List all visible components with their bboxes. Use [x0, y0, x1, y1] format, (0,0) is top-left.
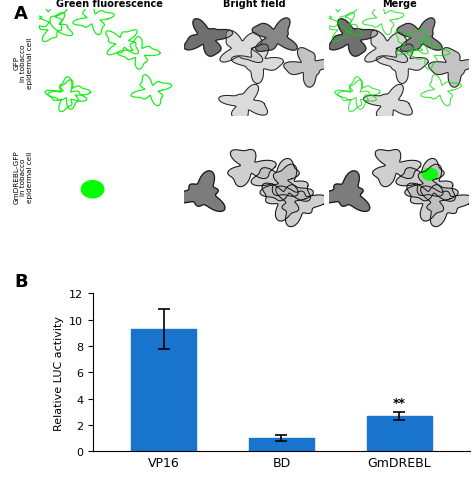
Text: B: B: [14, 272, 27, 290]
Polygon shape: [329, 20, 378, 57]
Circle shape: [422, 169, 438, 181]
Polygon shape: [365, 31, 408, 63]
Polygon shape: [231, 45, 283, 84]
Polygon shape: [276, 187, 328, 227]
Polygon shape: [420, 187, 473, 227]
Text: GFP
in tobacco
epidermal cell: GFP in tobacco epidermal cell: [13, 38, 33, 89]
Polygon shape: [228, 150, 276, 187]
Polygon shape: [172, 171, 225, 212]
Polygon shape: [220, 31, 263, 63]
Bar: [367, 417, 432, 451]
Polygon shape: [396, 159, 444, 197]
Polygon shape: [284, 48, 336, 88]
Polygon shape: [405, 165, 456, 202]
Text: A: A: [14, 5, 28, 23]
Polygon shape: [262, 184, 313, 222]
Polygon shape: [184, 20, 233, 57]
Polygon shape: [219, 85, 267, 123]
Polygon shape: [373, 150, 421, 187]
Polygon shape: [364, 85, 412, 123]
Polygon shape: [397, 19, 442, 52]
Title: Merge: Merge: [382, 0, 417, 9]
Circle shape: [82, 182, 104, 198]
Title: Green fluorescence: Green fluorescence: [56, 0, 163, 9]
Polygon shape: [260, 165, 310, 202]
Title: Bright field: Bright field: [223, 0, 285, 9]
Polygon shape: [407, 184, 458, 222]
Y-axis label: Relative LUC activity: Relative LUC activity: [54, 315, 64, 430]
Polygon shape: [251, 159, 299, 197]
Text: **: **: [393, 396, 406, 409]
Polygon shape: [252, 19, 297, 52]
Text: GmDREBL-GFP
in tobacco
epidermal cell: GmDREBL-GFP in tobacco epidermal cell: [13, 150, 33, 204]
Polygon shape: [317, 171, 370, 212]
Polygon shape: [428, 48, 474, 88]
Polygon shape: [376, 45, 428, 84]
Bar: [249, 438, 314, 451]
Bar: [131, 329, 196, 451]
